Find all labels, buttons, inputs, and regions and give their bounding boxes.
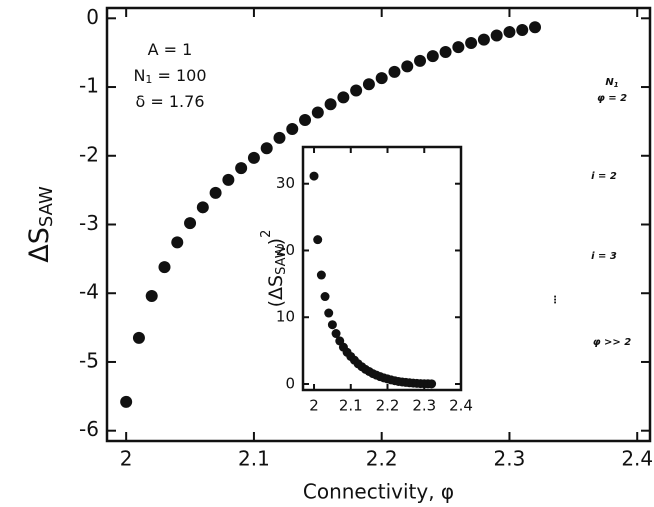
data-point — [132, 331, 145, 344]
data-point — [324, 98, 337, 111]
data-point — [427, 379, 437, 389]
data-point — [401, 60, 414, 73]
x-tick-label: 2.1 — [238, 447, 270, 471]
y-axis-title: ΔSSAW — [24, 186, 58, 263]
y-axis-title-part: (ΔS — [265, 275, 287, 307]
y-axis-title: (ΔSSAW)2 — [259, 230, 289, 308]
y-axis-title-part: 2 — [259, 230, 274, 238]
y-tick-label: 0 — [285, 374, 295, 392]
y-tick-label: 0 — [86, 5, 99, 29]
y-axis-title-part: SAW — [274, 245, 289, 275]
y-tick-label: -4 — [79, 280, 99, 304]
data-point — [309, 171, 319, 181]
data-point — [439, 45, 452, 58]
data-point — [452, 41, 465, 54]
y-axis-title-part: SAW — [36, 186, 57, 227]
data-point — [375, 72, 388, 85]
y-tick-label: -5 — [79, 348, 99, 372]
plot-frame — [301, 145, 463, 392]
y-axis-title-part: ΔS — [24, 227, 55, 263]
x-tick-label: 2.4 — [621, 447, 653, 471]
annotation-part: = 100 — [152, 66, 206, 85]
data-point — [477, 33, 490, 46]
data-point — [324, 308, 334, 318]
diagram-label-part: φ = 2 — [597, 93, 627, 104]
annotation: A = 1 — [148, 40, 193, 59]
data-point — [222, 173, 235, 186]
data-point — [158, 261, 171, 274]
diagram-label-part: φ >> 2 — [593, 337, 632, 348]
data-point — [120, 395, 133, 408]
data-point — [313, 235, 323, 245]
diagram-label-part: 1 — [614, 81, 619, 89]
y-tick-label: -6 — [79, 417, 99, 441]
diagram-label: φ = 2 — [597, 93, 627, 104]
data-point — [503, 26, 516, 39]
diagram-label: i = 3 — [591, 251, 617, 262]
data-point — [235, 162, 248, 175]
data-point — [184, 217, 197, 230]
data-point — [388, 65, 401, 78]
data-point — [426, 50, 439, 63]
diagram-label-part: N — [605, 77, 614, 88]
data-point — [320, 292, 330, 302]
x-tick-label: 2 — [309, 397, 319, 415]
x-tick-label: 2.3 — [412, 397, 436, 415]
data-point — [196, 201, 209, 214]
data-point — [465, 37, 478, 50]
data-point — [490, 29, 503, 42]
data-point — [299, 114, 312, 127]
data-point — [273, 131, 286, 144]
x-tick-label: 2.2 — [376, 397, 400, 415]
annotation-part: δ = 1.76 — [136, 92, 205, 111]
diagram-label: N1 — [605, 77, 618, 89]
y-axis-title-part: ) — [265, 238, 287, 245]
data-point — [145, 289, 158, 302]
data-point — [171, 236, 184, 249]
annotation: N1 = 100 — [133, 66, 206, 87]
diagram-label-part: ⋮ — [550, 295, 560, 306]
data-point — [327, 320, 337, 330]
x-tick-label: 2 — [120, 447, 133, 471]
data-point — [316, 270, 326, 280]
x-tick-label: 2.3 — [494, 447, 526, 471]
x-tick-label: 2.2 — [366, 447, 398, 471]
x-tick-label: 2.1 — [339, 397, 363, 415]
data-point — [311, 106, 324, 119]
diagram-label: φ >> 2 — [593, 337, 632, 348]
data-point — [362, 78, 375, 91]
annotation-part: 1 — [145, 73, 152, 86]
diagram-label: i = 2 — [591, 171, 617, 182]
x-axis-title: Connectivity, φ — [303, 480, 454, 504]
y-tick-label: 30 — [276, 174, 295, 192]
y-tick-label: -2 — [79, 142, 99, 166]
data-point — [414, 54, 427, 67]
annotation: δ = 1.76 — [136, 92, 205, 111]
data-point — [209, 186, 222, 199]
data-point — [337, 91, 350, 104]
data-point — [260, 142, 273, 155]
y-tick-label: -1 — [79, 74, 99, 98]
data-point — [247, 151, 260, 164]
y-tick-label: 10 — [276, 308, 295, 326]
data-point — [350, 84, 363, 97]
y-tick-label: 20 — [276, 241, 295, 259]
data-point — [331, 329, 341, 339]
data-point — [286, 122, 299, 135]
diagram-label: ⋮ — [550, 295, 560, 306]
x-tick-label: 2.4 — [449, 397, 473, 415]
annotation-part: A = 1 — [148, 40, 193, 59]
diagram-label-part: i = 2 — [591, 171, 617, 182]
annotation-part: N — [133, 66, 145, 85]
data-point — [529, 21, 542, 34]
y-tick-label: -3 — [79, 211, 99, 235]
diagram-label-part: i = 3 — [591, 251, 617, 262]
data-point — [516, 23, 529, 36]
